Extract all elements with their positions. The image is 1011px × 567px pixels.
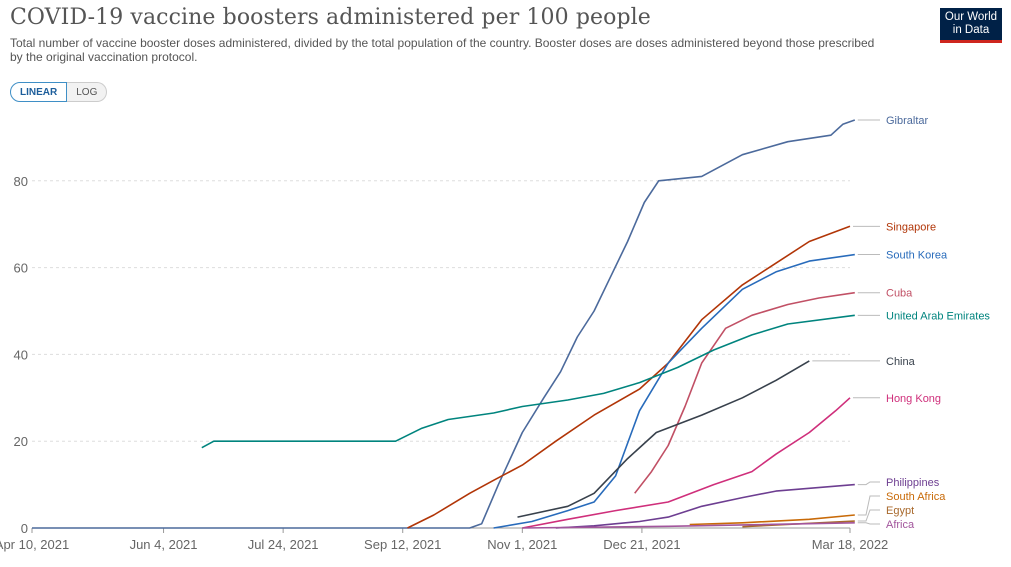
chart-subtitle: Total number of vaccine booster doses ad… [10, 36, 875, 64]
series-line [32, 119, 856, 529]
log-scale-button[interactable]: LOG [67, 82, 108, 102]
label-leader-line [857, 495, 880, 516]
series-line [493, 253, 855, 529]
series-line [689, 514, 855, 526]
series-label: Philippines [886, 477, 940, 489]
y-tick-label: 80 [14, 174, 28, 189]
y-tick-label: 40 [14, 347, 28, 362]
series-line [555, 483, 855, 529]
y-tick-label: 0 [21, 521, 28, 536]
scale-toggle: LINEAR LOG [10, 82, 108, 102]
series-label: Africa [886, 519, 915, 531]
y-tick-label: 20 [14, 434, 28, 449]
logo-line-1: Our World [944, 11, 998, 23]
x-tick-label: Jul 24, 2021 [248, 537, 319, 552]
label-leader-line [857, 522, 880, 525]
logo-line-2: in Data [952, 24, 990, 36]
series-label: Singapore [886, 221, 936, 233]
series-line [522, 397, 851, 529]
series-label: South Africa [886, 491, 946, 503]
series-line [634, 291, 855, 494]
series-line [522, 522, 855, 529]
owid-logo[interactable]: Our World in Data [940, 8, 1002, 43]
series-label: Egypt [886, 505, 914, 517]
series-label: Hong Kong [886, 393, 941, 405]
series-label: United Arab Emirates [886, 310, 990, 322]
x-tick-label: Dec 21, 2021 [603, 537, 680, 552]
label-leader-line [857, 481, 880, 486]
label-leader-line [857, 509, 880, 522]
x-tick-label: Jun 4, 2021 [130, 537, 198, 552]
linear-scale-button[interactable]: LINEAR [10, 82, 68, 102]
x-tick-label: Nov 1, 2021 [487, 537, 557, 552]
chart-title: COVID-19 vaccine boosters administered p… [10, 5, 651, 30]
x-tick-label: Mar 18, 2022 [812, 537, 889, 552]
y-tick-label: 60 [14, 261, 28, 276]
series-line [407, 225, 851, 529]
series-line [201, 314, 855, 449]
series-label: China [886, 356, 916, 368]
x-tick-label: Sep 12, 2021 [364, 537, 441, 552]
series-label: Cuba [886, 288, 913, 300]
x-tick-label: Apr 10, 2021 [0, 537, 69, 552]
series-label: Gibraltar [886, 115, 929, 127]
series-line [517, 360, 810, 518]
series-label: South Korea [886, 250, 948, 262]
